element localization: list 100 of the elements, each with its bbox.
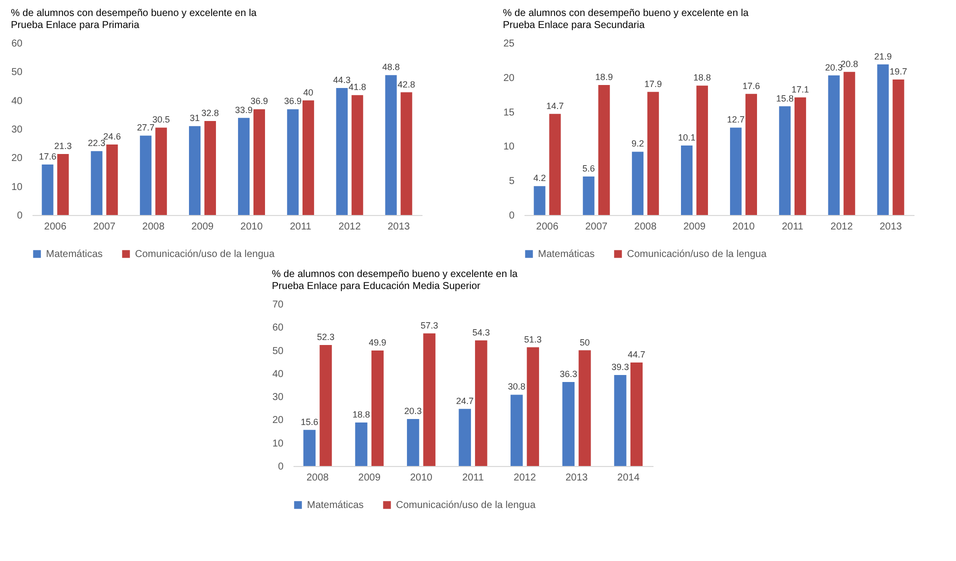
bar <box>106 144 118 215</box>
x-tick-label: 2007 <box>585 222 608 232</box>
data-label: 52.3 <box>316 332 335 342</box>
data-label: 17.9 <box>644 78 662 89</box>
bar <box>562 382 575 466</box>
data-label: 49.9 <box>368 338 386 348</box>
y-tick-label: 30 <box>272 392 284 404</box>
data-label: 51.3 <box>524 334 542 344</box>
data-label: 10.1 <box>678 132 696 143</box>
y-tick-label: 40 <box>11 96 23 107</box>
x-tick-label: 2011 <box>462 472 484 484</box>
bar <box>510 394 523 466</box>
data-label: 14.7 <box>546 100 564 111</box>
x-tick-label: 2008 <box>142 222 165 232</box>
bar <box>614 375 626 466</box>
y-tick-label: 10 <box>272 438 284 450</box>
bar <box>877 64 889 215</box>
chart-title: % de alumnos con desempeño bueno y excelente en la Prueba Enlace para Primaria <box>10 8 258 31</box>
bar <box>578 350 591 466</box>
bar <box>598 84 610 215</box>
x-tick-label: 2010 <box>410 472 433 484</box>
data-label: 15.8 <box>776 93 794 104</box>
bar <box>475 340 488 466</box>
x-tick-label: 2011 <box>290 222 312 232</box>
x-tick-label: 2012 <box>338 222 362 232</box>
legend-label: Comunicación/uso de la lengua <box>396 500 536 511</box>
y-tick-label: 25 <box>503 38 515 50</box>
x-tick-label: 2009 <box>683 222 706 232</box>
bar <box>90 151 102 215</box>
bar <box>238 118 250 215</box>
legend-label: Comunicación/uso de la lengua <box>627 249 767 260</box>
data-label: 39.3 <box>611 362 630 372</box>
y-tick-label: 40 <box>272 368 284 380</box>
data-label: 48.8 <box>382 62 400 72</box>
bar <box>582 176 594 215</box>
bar <box>302 100 314 215</box>
bar <box>253 109 266 215</box>
x-tick-label: 2009 <box>358 472 381 484</box>
bar <box>630 362 643 466</box>
data-label: 24.7 <box>456 396 474 406</box>
bar <box>423 333 436 466</box>
legend-label: Matemáticas <box>46 249 103 260</box>
y-tick-label: 20 <box>272 415 284 426</box>
data-label: 36.9 <box>250 96 268 106</box>
bar <box>680 146 693 215</box>
bar <box>385 75 397 215</box>
bar <box>745 94 758 215</box>
bar <box>526 347 540 466</box>
data-label: 20.3 <box>825 62 843 72</box>
x-tick-label: 2014 <box>617 472 640 484</box>
data-label: 36.9 <box>284 96 302 106</box>
legend-label: Matemáticas <box>307 500 364 511</box>
bar <box>355 422 368 466</box>
legend-label: Comunicación/uso de la lengua <box>135 249 275 260</box>
y-tick-label: 20 <box>503 72 515 84</box>
x-tick-label: 2008 <box>634 222 657 232</box>
chart-title: % de alumnos con desempeño bueno y excelente en la Prueba Enlace para Secundaria <box>502 8 750 31</box>
data-label: 24.6 <box>103 131 121 142</box>
data-label: 22.3 <box>88 138 106 148</box>
data-label: 17.6 <box>38 152 56 162</box>
x-tick-label: 2013 <box>565 472 588 484</box>
data-label: 12.7 <box>727 114 745 125</box>
data-label: 18.8 <box>352 409 370 420</box>
bar <box>696 86 708 215</box>
y-tick-label: 0 <box>16 210 23 222</box>
data-label: 57.3 <box>420 320 438 330</box>
bar <box>534 186 546 215</box>
data-label: 30.5 <box>152 114 170 125</box>
y-tick-label: 10 <box>11 182 23 193</box>
x-tick-label: 2013 <box>388 222 410 232</box>
bar <box>458 408 471 466</box>
data-label: 40 <box>303 87 314 98</box>
y-tick-label: 0 <box>278 462 284 472</box>
bar <box>647 92 659 215</box>
x-tick-label: 2006 <box>44 222 67 232</box>
data-label: 17.6 <box>742 80 760 91</box>
y-tick-label: 60 <box>272 322 284 334</box>
bar <box>400 92 412 215</box>
data-label: 18.9 <box>595 72 613 82</box>
data-label: 17.1 <box>792 84 810 94</box>
data-label: 31 <box>190 113 200 124</box>
bar <box>844 72 856 215</box>
data-label: 44.3 <box>333 75 351 86</box>
x-tick-label: 2006 <box>536 222 559 232</box>
chart-title: % de alumnos con desempeño bueno y excelente en la Prueba Enlace para Educación Media Superior <box>272 269 518 292</box>
data-label: 21.9 <box>874 51 892 62</box>
data-label: 9.2 <box>631 138 644 149</box>
data-label: 27.7 <box>136 122 154 133</box>
x-tick-label: 2010 <box>240 222 264 232</box>
data-label: 33.9 <box>235 104 253 115</box>
bar <box>779 106 791 215</box>
y-tick-label: 20 <box>11 153 23 164</box>
y-tick-label: 50 <box>11 67 23 78</box>
bar <box>336 88 348 215</box>
y-tick-label: 60 <box>11 38 23 50</box>
bar <box>188 126 201 215</box>
x-tick-label: 2009 <box>191 222 214 232</box>
data-label: 21.3 <box>54 140 72 151</box>
bar <box>794 97 806 215</box>
data-label: 30.8 <box>508 382 526 392</box>
